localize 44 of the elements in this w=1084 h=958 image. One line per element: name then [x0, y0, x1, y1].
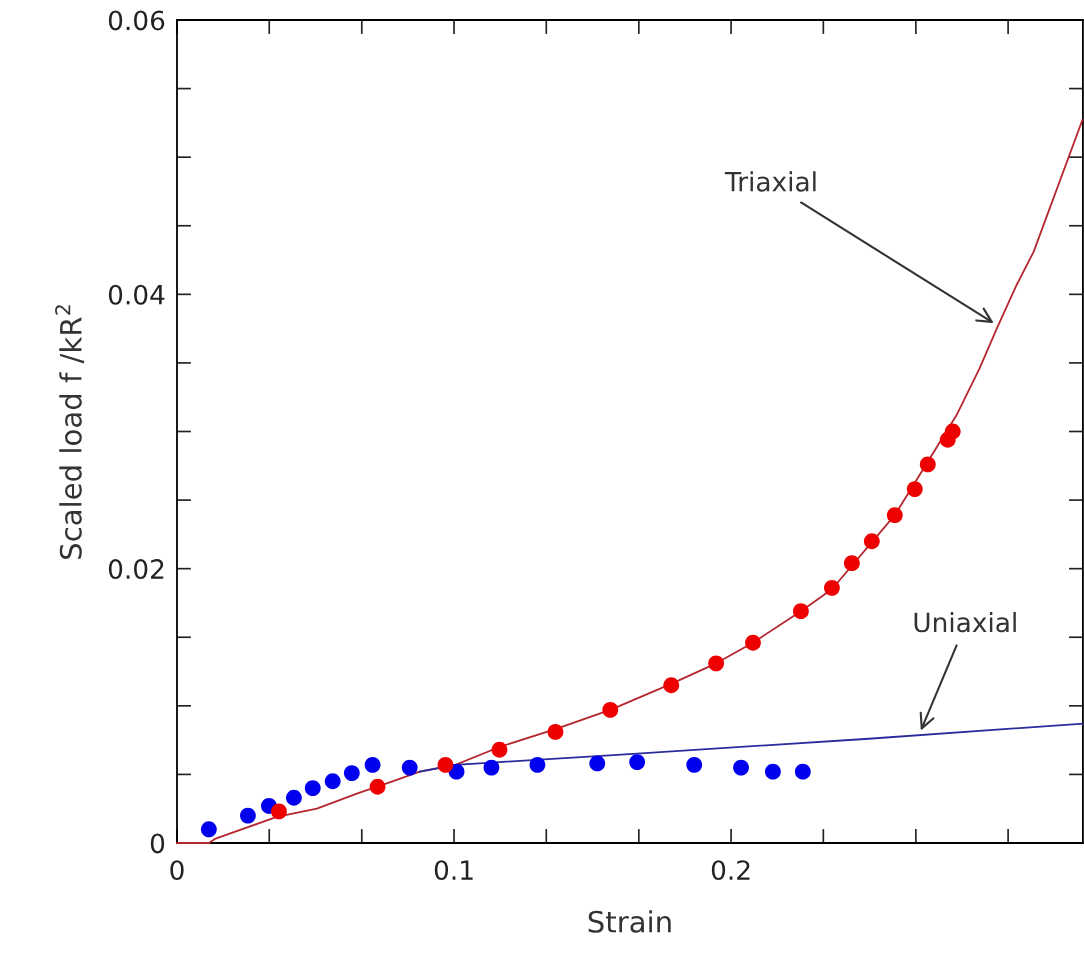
point: [401, 759, 418, 776]
point: [369, 778, 386, 795]
point: [919, 456, 936, 473]
point: [483, 759, 500, 776]
point: [589, 755, 606, 772]
point: [843, 555, 860, 572]
point: [663, 677, 680, 694]
x-axis-title: Strain: [588, 910, 671, 933]
point: [200, 821, 217, 838]
point: [343, 765, 360, 781]
point: [906, 481, 923, 498]
point: [824, 579, 840, 596]
point: [764, 763, 781, 780]
point: [745, 634, 761, 651]
point: [602, 702, 619, 718]
point: [437, 756, 454, 773]
point: [686, 756, 703, 773]
point: [708, 655, 725, 672]
point: [944, 423, 961, 440]
y-tick-label: 0: [150, 833, 165, 854]
point: [285, 789, 302, 806]
y-axis-title: Scaled load f /kR$^{2}$: [55, 305, 85, 559]
point: [240, 807, 256, 824]
x-tick-label: 0.1: [434, 860, 473, 881]
annotation: Triaxial: [724, 171, 816, 192]
y-tick-label: 0.02: [108, 559, 164, 580]
point: [794, 763, 811, 780]
point: [629, 754, 646, 770]
point: [324, 773, 341, 790]
point: [886, 507, 903, 524]
x-tick-label: 0.2: [711, 860, 750, 881]
point: [304, 780, 321, 797]
point: [529, 756, 546, 773]
y-tick-label: 0.04: [108, 284, 165, 305]
annotation: Uniaxial: [914, 611, 1016, 633]
point: [863, 533, 880, 550]
point: [792, 603, 809, 620]
x-tick-label: 0: [170, 860, 184, 881]
point: [547, 723, 564, 740]
point: [271, 803, 287, 820]
point: [491, 741, 508, 758]
point: [733, 759, 749, 776]
point: [364, 756, 381, 773]
y-tick-label: 0.06: [108, 10, 165, 31]
